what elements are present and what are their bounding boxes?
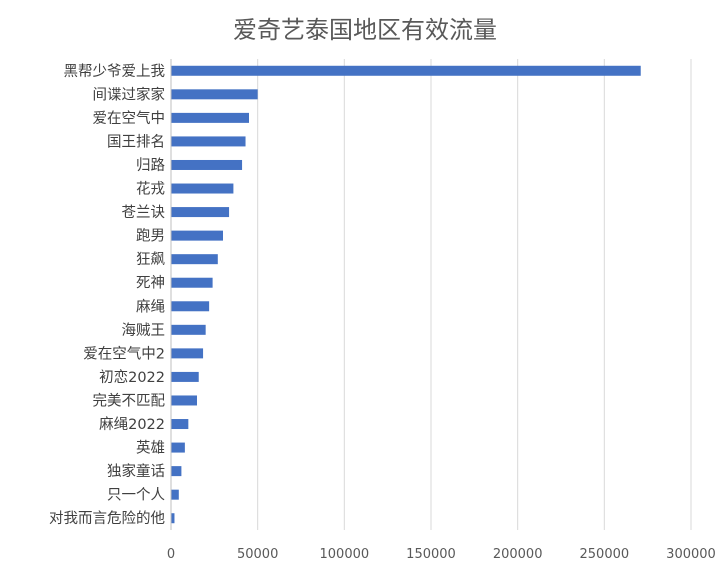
x-tick-label: 50000 <box>237 547 278 562</box>
gridlines <box>257 59 692 530</box>
bar <box>171 395 197 406</box>
bar <box>171 159 243 170</box>
bar <box>171 89 258 100</box>
category-label: 国王排名 <box>107 133 165 150</box>
category-label: 狂飙 <box>136 251 165 268</box>
category-label: 完美不匹配 <box>93 392 166 409</box>
bar <box>171 466 182 477</box>
category-label: 海贼王 <box>122 322 166 339</box>
category-label: 爱在空气中 <box>93 110 166 127</box>
bar <box>171 301 210 312</box>
bar <box>171 207 230 218</box>
bar <box>171 112 249 123</box>
category-label: 间谍过家家 <box>93 86 166 103</box>
category-label: 初恋2022 <box>99 368 165 386</box>
bar <box>171 513 175 524</box>
bar <box>171 442 185 453</box>
bar <box>171 230 223 241</box>
category-label: 英雄 <box>136 439 165 457</box>
category-label: 独家童话 <box>107 462 165 480</box>
chart-title: 爱奇艺泰国地区有效流量 <box>233 16 497 44</box>
category-label: 对我而言危险的他 <box>49 510 165 527</box>
category-labels: 黑帮少爷爱上我间谍过家家爱在空气中国王排名归路花戎苍兰诀跑男狂飙死神麻绳海贼王爱… <box>49 63 165 527</box>
category-label: 黑帮少爷爱上我 <box>64 63 166 80</box>
x-tick-label: 150000 <box>406 547 456 562</box>
bar <box>171 371 199 382</box>
category-label: 麻绳2022 <box>99 416 165 433</box>
bar <box>171 65 641 76</box>
category-label: 花戎 <box>136 181 165 198</box>
category-label: 只一个人 <box>107 487 165 504</box>
x-tick-label: 250000 <box>580 547 630 562</box>
category-label: 爱在空气中2 <box>83 345 165 362</box>
bar <box>171 489 179 500</box>
bar <box>171 254 218 265</box>
bar <box>171 324 206 335</box>
x-tick-label: 100000 <box>320 547 370 562</box>
x-axis-ticks: 0 50000 100000 150000 200000 250000 300000 <box>167 547 716 562</box>
category-label: 麻绳 <box>136 298 165 315</box>
bars <box>171 65 641 524</box>
bar <box>171 419 189 430</box>
x-tick-label: 300000 <box>666 547 716 562</box>
category-label: 跑男 <box>136 228 165 245</box>
bar <box>171 277 213 288</box>
bar <box>171 348 204 359</box>
x-tick-label: 0 <box>167 547 175 562</box>
category-label: 归路 <box>136 157 165 174</box>
x-tick-label: 200000 <box>493 547 543 562</box>
bar <box>171 136 246 147</box>
category-label: 苍兰诀 <box>122 204 166 221</box>
bar <box>171 183 234 194</box>
category-label: 死神 <box>136 275 165 292</box>
